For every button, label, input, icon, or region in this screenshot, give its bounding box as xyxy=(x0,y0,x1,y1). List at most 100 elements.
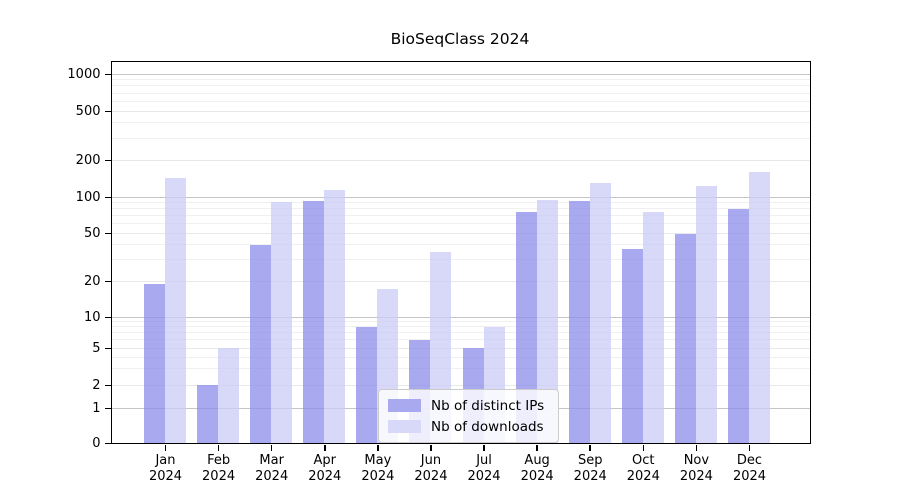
x-label-year: 2024 xyxy=(202,469,236,484)
bar-downloads-jan xyxy=(165,178,186,443)
x-label-month: Mar xyxy=(259,452,284,468)
gridline-minor xyxy=(112,332,810,334)
y-tick xyxy=(105,442,111,445)
x-label-year: 2024 xyxy=(626,469,660,484)
gridline-minor xyxy=(112,244,810,246)
plot-area xyxy=(111,61,811,444)
x-tick xyxy=(377,445,379,451)
gridline-minor xyxy=(112,85,810,87)
gridline-minor xyxy=(112,368,810,370)
x-label-year: 2024 xyxy=(414,469,448,484)
x-tick xyxy=(642,445,645,451)
x-tick-label: May 2024 xyxy=(348,453,408,486)
gridline xyxy=(112,232,810,234)
x-tick-label: Feb 2024 xyxy=(189,453,249,486)
y-tick xyxy=(105,232,111,235)
x-tick-label: Sep 2024 xyxy=(560,453,620,486)
x-tick-label: Nov 2024 xyxy=(666,453,726,486)
x-tick xyxy=(430,445,432,451)
y-tick-label: 50 xyxy=(83,225,101,241)
x-label-month: Sep xyxy=(577,452,603,468)
gridline xyxy=(112,73,810,75)
x-label-year: 2024 xyxy=(255,469,289,484)
gridline xyxy=(112,280,810,282)
y-tick xyxy=(105,347,111,350)
legend-swatch-distinct-ips xyxy=(388,399,421,412)
x-label-year: 2024 xyxy=(679,469,713,484)
x-tick-label: Aug 2024 xyxy=(507,453,567,486)
x-label-month: Nov xyxy=(683,452,710,468)
chart-title: BioSeqClass 2024 xyxy=(390,30,530,48)
y-tick xyxy=(105,110,111,113)
y-tick-label: 0 xyxy=(92,435,101,451)
gridline xyxy=(112,347,810,349)
x-tick xyxy=(164,445,167,451)
x-tick xyxy=(483,445,485,451)
x-tick xyxy=(270,445,273,451)
bar-ips-feb xyxy=(197,385,219,443)
gridline xyxy=(112,196,810,198)
gridline-minor xyxy=(112,92,810,94)
gridline xyxy=(112,316,810,318)
x-label-month: Jun xyxy=(420,452,442,468)
y-tick-label: 2 xyxy=(92,377,101,393)
y-tick xyxy=(105,316,111,319)
legend-item-downloads: Nb of downloads xyxy=(388,416,549,437)
gridline-minor xyxy=(112,100,810,102)
x-label-month: Jul xyxy=(476,452,492,468)
gridline-minor xyxy=(112,79,810,81)
x-tick xyxy=(217,445,220,451)
gridline-minor xyxy=(112,223,810,225)
gridline xyxy=(112,110,810,112)
gridline-minor xyxy=(112,215,810,217)
bar-downloads-sep xyxy=(589,182,611,443)
gridline-minor xyxy=(112,259,810,261)
bar-downloads-dec xyxy=(748,171,770,443)
legend-label-downloads: Nb of downloads xyxy=(431,418,544,435)
x-tick-label: Mar 2024 xyxy=(242,453,302,486)
gridline-minor xyxy=(112,201,810,203)
x-label-month: Apr xyxy=(313,452,337,468)
bar-ips-jan xyxy=(144,283,165,443)
gridline-minor xyxy=(112,208,810,210)
bar-downloads-mar xyxy=(271,202,293,443)
gridline-minor xyxy=(112,326,810,328)
y-tick-label: 100 xyxy=(75,189,101,205)
bar-ips-nov xyxy=(674,234,696,443)
y-tick xyxy=(105,196,111,199)
x-label-year: 2024 xyxy=(573,469,607,484)
x-label-year: 2024 xyxy=(467,469,501,484)
x-tick xyxy=(589,445,591,451)
bar-ips-oct xyxy=(621,248,643,443)
bar-ips-mar xyxy=(250,244,272,443)
x-tick-label: Apr 2024 xyxy=(295,453,355,486)
x-label-year: 2024 xyxy=(361,469,395,484)
bar-ips-apr xyxy=(303,200,325,443)
y-tick-label: 200 xyxy=(75,152,101,168)
legend: Nb of distinct IPs Nb of downloads xyxy=(378,389,559,443)
y-tick xyxy=(105,384,111,387)
gridline-minor xyxy=(112,137,810,139)
x-tick-label: Jun 2024 xyxy=(401,453,461,486)
y-tick-label: 20 xyxy=(83,273,101,289)
gridline xyxy=(112,384,810,386)
bar-ips-may xyxy=(356,326,378,443)
x-label-month: Oct xyxy=(632,452,655,468)
gridline xyxy=(112,159,810,161)
x-tick-label: Dec 2024 xyxy=(719,453,779,486)
y-tick-label: 5 xyxy=(92,340,101,356)
gridline-minor xyxy=(112,356,810,358)
bar-downloads-oct xyxy=(642,211,664,443)
x-label-month: Aug xyxy=(524,452,550,468)
y-tick xyxy=(105,407,111,410)
bar-ips-sep xyxy=(568,201,590,443)
y-tick-label: 10 xyxy=(83,309,101,325)
x-label-year: 2024 xyxy=(308,469,342,484)
x-label-year: 2024 xyxy=(148,469,183,484)
gridline-minor xyxy=(112,321,810,323)
y-tick-label: 1 xyxy=(92,400,101,416)
y-tick-label: 500 xyxy=(75,103,101,119)
x-tick-label: Oct 2024 xyxy=(613,453,673,486)
bar-downloads-feb xyxy=(218,348,240,443)
